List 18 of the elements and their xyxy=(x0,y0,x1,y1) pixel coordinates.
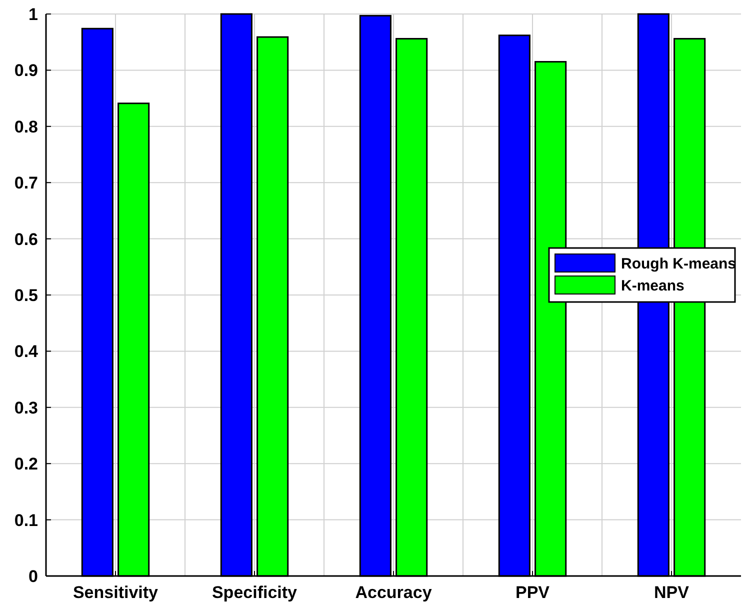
y-tick-label: 0 xyxy=(28,566,38,586)
legend-label: K-means xyxy=(621,277,684,294)
x-tick-label: Accuracy xyxy=(355,583,432,602)
x-tick-label: PPV xyxy=(515,583,550,602)
y-tick-label: 0.9 xyxy=(14,61,38,80)
y-tick-label: 0.1 xyxy=(14,510,38,530)
y-tick-label: 0.4 xyxy=(14,342,39,362)
y-tick-label: 0.8 xyxy=(14,117,38,136)
y-tick-label: 1 xyxy=(28,4,38,24)
y-tick-label: 0.6 xyxy=(14,230,38,249)
legend-label: Rough K-means xyxy=(621,255,736,272)
x-tick-label: Sensitivity xyxy=(72,583,159,602)
y-tick-label: 0.3 xyxy=(14,398,38,418)
y-tick-label: 0.7 xyxy=(14,174,38,193)
x-tick-label: Specificity xyxy=(212,583,298,602)
x-tick-label: NPV xyxy=(654,583,690,602)
y-tick-label: 0.5 xyxy=(14,286,38,305)
y-tick-label: 0.2 xyxy=(14,454,38,474)
